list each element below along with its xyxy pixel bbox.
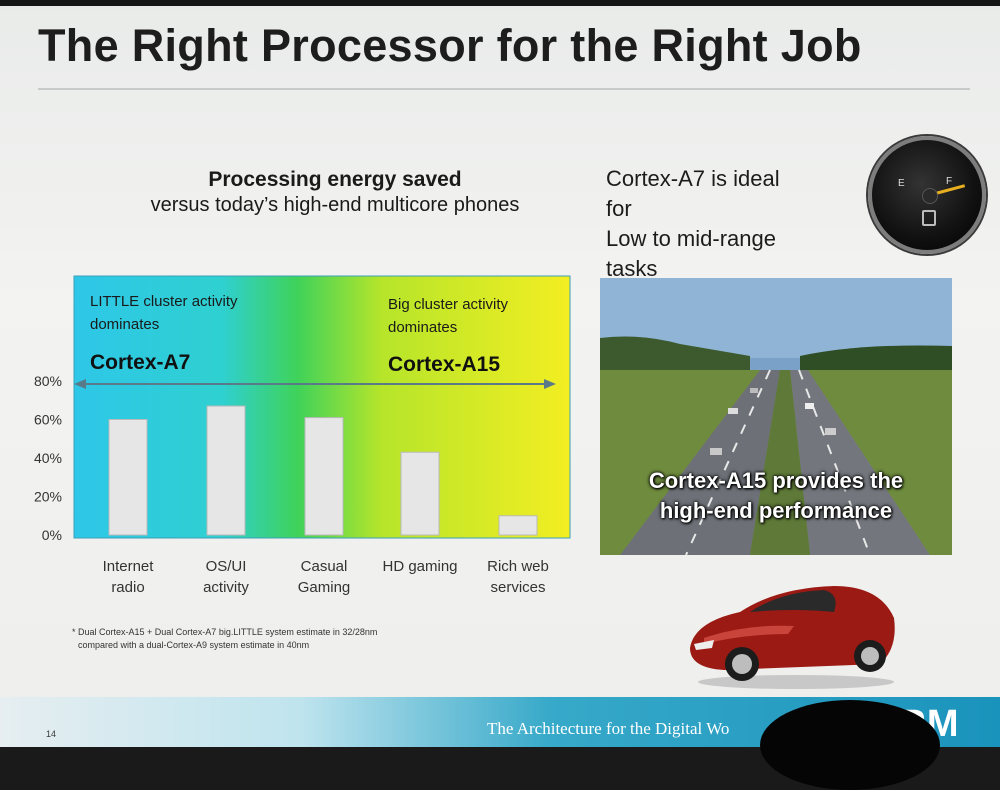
car-windshield xyxy=(750,590,836,612)
little-zone-label-line1: LITTLE cluster activity xyxy=(90,293,238,310)
cortex-a15-caption-line1: Cortex-A15 provides the xyxy=(648,468,904,493)
little-zone-label-line2: dominates xyxy=(90,316,159,333)
category-label-line: Gaming xyxy=(298,579,351,596)
vehicle xyxy=(805,403,814,409)
y-tick-label: 0% xyxy=(42,527,62,543)
chart-heading-line2: versus today’s high-end multicore phones xyxy=(150,194,520,216)
car-shadow xyxy=(698,675,894,689)
tree-line-left xyxy=(600,336,750,373)
energy-saved-chart: 0% 20% 40% 60% 80% Internet radio OS/UI activit… xyxy=(34,275,571,596)
category-label-line: radio xyxy=(111,579,144,596)
category-label-line: services xyxy=(490,579,545,596)
category-label: Casual Gaming xyxy=(298,558,351,596)
vehicle xyxy=(728,408,738,414)
median xyxy=(750,370,810,555)
y-tick-label: 60% xyxy=(34,412,62,428)
bar xyxy=(108,419,148,536)
vehicle xyxy=(825,428,836,435)
category-label-line: Internet xyxy=(103,558,155,575)
cortex-a15-caption-line2: high-end performance xyxy=(659,498,893,523)
footnote-line2: compared with a dual-Cortex-A9 system es… xyxy=(78,640,310,650)
big-zone-core: Cortex-A15 xyxy=(388,353,500,376)
cluster-arrow-left-head xyxy=(74,379,86,389)
bar xyxy=(498,515,538,536)
bar xyxy=(206,405,246,536)
road-left xyxy=(620,370,780,555)
category-label-line: OS/UI xyxy=(206,558,247,575)
chart-heading: Processing energy saved versus today’s h… xyxy=(60,168,610,217)
road-right xyxy=(790,370,930,555)
title-divider xyxy=(38,88,970,90)
y-tick-label: 40% xyxy=(34,450,62,466)
gauge-full-mark: F xyxy=(946,176,953,187)
gauge-empty-mark: E xyxy=(898,178,905,189)
bar xyxy=(304,417,344,536)
cortex-a15-caption: Cortex-A15 provides the high-end perform… xyxy=(600,466,952,526)
footnote-line1: * Dual Cortex-A15 + Dual Cortex-A7 big.L… xyxy=(72,627,378,637)
category-label-line: Rich web xyxy=(487,558,549,575)
footnote: * Dual Cortex-A15 + Dual Cortex-A7 big.L… xyxy=(72,626,492,652)
lane-line-right xyxy=(798,369,871,555)
bar xyxy=(400,451,440,536)
category-label-line: HD gaming xyxy=(382,558,457,575)
footer-tagline: The Architecture for the Digital Wo xyxy=(487,719,730,738)
tree-line-right xyxy=(800,345,952,378)
category-label: Internet radio xyxy=(103,558,155,596)
little-zone-core: Cortex-A7 xyxy=(90,351,190,374)
sports-car-image xyxy=(690,586,895,689)
top-edge xyxy=(0,0,1000,6)
big-zone-label-line2: dominates xyxy=(388,319,457,336)
vehicle xyxy=(750,388,758,393)
category-label: OS/UI activity xyxy=(203,558,249,596)
highway-illustration xyxy=(600,278,952,555)
vehicle xyxy=(710,448,722,455)
slide-title: The Right Processor for the Right Job xyxy=(38,20,862,71)
lane-line-left xyxy=(685,369,771,555)
fuel-gauge-icon: E F xyxy=(868,136,986,254)
y-tick-label: 20% xyxy=(34,489,62,505)
audience-head-shadow xyxy=(760,700,940,790)
car-rim-front xyxy=(732,654,752,674)
chart-heading-line1: Processing energy saved xyxy=(208,168,462,191)
category-label-line: activity xyxy=(203,579,249,596)
car-headlight xyxy=(694,640,714,650)
gauge-hub xyxy=(922,188,938,204)
fuel-pump-icon xyxy=(922,210,936,226)
page-number: 14 xyxy=(46,729,57,739)
highway-photo: Cortex-A15 provides the high-end perform… xyxy=(600,278,952,555)
category-label: Rich web services xyxy=(487,558,549,596)
big-zone-label-line1: Big cluster activity xyxy=(388,296,509,313)
y-tick-label: 80% xyxy=(34,373,62,389)
car-rim-rear xyxy=(861,647,879,665)
cortex-a7-description: Cortex-A7 is ideal for Low to mid-range … xyxy=(606,166,780,281)
category-label-line: Casual xyxy=(301,558,348,575)
car-hood-highlight xyxy=(704,625,794,644)
cluster-arrow-right-head xyxy=(544,379,556,389)
category-label: HD gaming xyxy=(382,558,457,575)
